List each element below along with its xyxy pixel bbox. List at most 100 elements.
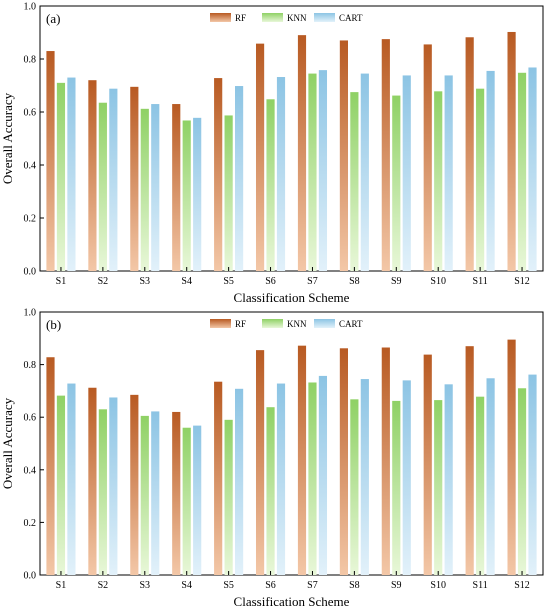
panel-b-bar-knn-s3 (140, 415, 149, 575)
panel-a-x-tick-label: S4 (181, 276, 192, 287)
panel-a-legend: RF KNN CART (210, 13, 363, 23)
panel-b-bar-cart-s9 (402, 380, 411, 575)
panel-a-x-tick-label: S8 (349, 276, 360, 287)
panel-a-legend-label-cart: CART (339, 13, 363, 23)
panel-b-y-tick-label: 0.8 (24, 360, 37, 371)
panel-a-bar-cart-s4 (193, 117, 202, 271)
panel-b-x-tick-label: S5 (223, 580, 234, 591)
panel-b-y-tick-label: 1.0 (24, 308, 37, 319)
panel-b-bar-cart-s5 (235, 388, 244, 575)
panel-b-bar-knn-s4 (182, 427, 191, 575)
panel-b-y-tick-label: 0.0 (24, 571, 37, 582)
panel-a-y-tick-label: 0.0 (24, 267, 37, 278)
panel-a-bar-cart-s6 (276, 77, 286, 272)
panel-b-bar-rf-s2 (88, 387, 97, 575)
panel-b-legend-swatch-rf (210, 319, 231, 328)
panel-b-legend-label-knn: KNN (287, 319, 307, 329)
panel-b-bar-cart-s2 (109, 397, 118, 575)
panel-b-bar-rf-s10 (423, 354, 432, 575)
panel-a-label: (a) (46, 11, 60, 26)
panel-a-x-tick-label: S5 (223, 276, 234, 287)
panel-a-legend-label-rf: RF (235, 13, 246, 23)
panel-a-bar-cart-s2 (109, 88, 118, 272)
panel-a-plot-frame (39, 5, 544, 272)
panel-a-bar-rf-s9 (381, 39, 390, 271)
panel-a-y-tick-label: 0.6 (24, 108, 37, 119)
panel-a-bar-rf-s5 (214, 78, 223, 271)
panel-a-bar-knn-s2 (98, 102, 107, 271)
panel-b-series-cart (67, 374, 537, 575)
panel-b-x-tick-label: S3 (140, 580, 151, 591)
panel-a: 0.0 0.2 0.4 0.6 0.8 1.0 S1 S2 S3 S4 S5 S6 S7 S8 S9 S10 S… (0, 2, 544, 305)
panel-a-y-tick-label: 0.4 (24, 161, 37, 172)
panel-b-bar-rf-s8 (339, 348, 348, 575)
panel-b-bar-knn-s8 (350, 399, 359, 575)
panel-b-bar-knn-s5 (224, 419, 233, 575)
panel-a-y-tick-label: 0.8 (24, 55, 37, 66)
panel-b-bar-cart-s8 (360, 379, 369, 575)
panel-a-bar-rf-s2 (88, 80, 97, 271)
panel-a-x-axis-title: Classification Scheme (234, 290, 350, 305)
panel-b-x-tick-label: S6 (265, 580, 276, 591)
panel-a-x-tick-label: S12 (514, 276, 530, 287)
panel-b-x-tick-label: S2 (98, 580, 109, 591)
panel-b-series-rf (46, 339, 516, 575)
panel-b-bar-rf-s7 (297, 345, 307, 575)
panel-a-bar-rf-s4 (172, 104, 181, 271)
panel-a-bar-cart-s9 (402, 75, 411, 272)
panel-b-bar-rf-s3 (130, 394, 139, 575)
panel-a-bar-cart-s3 (151, 104, 160, 271)
panel-b: 0.0 0.2 0.4 0.6 0.8 1.0 S1 S2 S3 S4 S5 S6 S7 S8 S9 S10 S… (0, 308, 544, 609)
panel-b-x-tick-label: S1 (56, 580, 67, 591)
panel-a-bar-cart-s10 (444, 75, 453, 272)
panel-a-y-tick-label: 0.2 (24, 214, 37, 225)
panel-a-bar-knn-s5 (224, 115, 233, 271)
panel-a-legend-swatch-rf (210, 13, 231, 22)
panel-a-x-tick-label: S2 (98, 276, 109, 287)
panel-b-bar-cart-s11 (486, 378, 495, 575)
panel-b-x-tick-label: S11 (473, 580, 488, 591)
panel-b-bar-knn-s11 (476, 396, 485, 575)
panel-b-x-tick-label: S4 (181, 580, 192, 591)
panel-b-bar-rf-s12 (507, 339, 516, 575)
panel-b-bar-rf-s1 (46, 357, 55, 575)
panel-a-bar-cart-s1 (67, 77, 76, 271)
panel-b-x-tick-label: S7 (307, 580, 318, 591)
panel-b-bar-cart-s12 (528, 374, 537, 575)
panel-b-legend: RF KNN CART (210, 319, 363, 329)
panel-b-legend-swatch-cart (314, 319, 335, 328)
panel-b-legend-swatch-knn (262, 319, 283, 328)
panel-a-bar-rf-s11 (465, 37, 474, 271)
panel-b-y-axis-title: Overall Accuracy (0, 397, 15, 489)
panel-a-bar-knn-s9 (392, 95, 401, 271)
panel-a-bar-cart-s12 (528, 67, 537, 271)
panel-b-x-tick-label: S10 (430, 580, 446, 591)
panel-a-bar-rf-s12 (507, 31, 516, 271)
panel-b-label: (b) (46, 317, 61, 332)
panel-a-series-cart (67, 67, 537, 272)
panel-a-x-tick-label: S11 (473, 276, 488, 287)
panel-b-bar-knn-s2 (98, 409, 107, 575)
panel-a-y-axis-title: Overall Accuracy (0, 92, 15, 184)
panel-a-legend-label-knn: KNN (287, 13, 307, 23)
panel-b-bar-cart-s6 (276, 383, 286, 575)
panel-a-bar-knn-s7 (308, 73, 317, 271)
panel-b-bar-cart-s4 (193, 425, 202, 575)
panel-a-bar-rf-s7 (297, 35, 307, 272)
panel-b-bar-rf-s9 (381, 347, 390, 575)
panel-b-bar-rf-s4 (172, 411, 181, 575)
panel-b-y-tick-label: 0.4 (24, 465, 37, 476)
panel-a-bar-knn-s12 (517, 72, 527, 271)
panel-b-bar-cart-s7 (318, 375, 328, 575)
panel-b-bar-cart-s1 (67, 383, 76, 575)
panel-b-bar-knn-s7 (308, 382, 317, 575)
panel-a-bar-knn-s6 (266, 99, 275, 271)
panel-b-plot-frame (39, 311, 544, 576)
panel-b-bar-cart-s10 (444, 384, 453, 575)
panel-b-bar-rf-s11 (465, 346, 474, 575)
panel-a-bar-knn-s4 (182, 120, 191, 271)
panel-a-x-tick-label: S3 (140, 276, 151, 287)
panel-b-x-tick-label: S9 (391, 580, 402, 591)
panel-b-legend-label-rf: RF (235, 319, 246, 329)
